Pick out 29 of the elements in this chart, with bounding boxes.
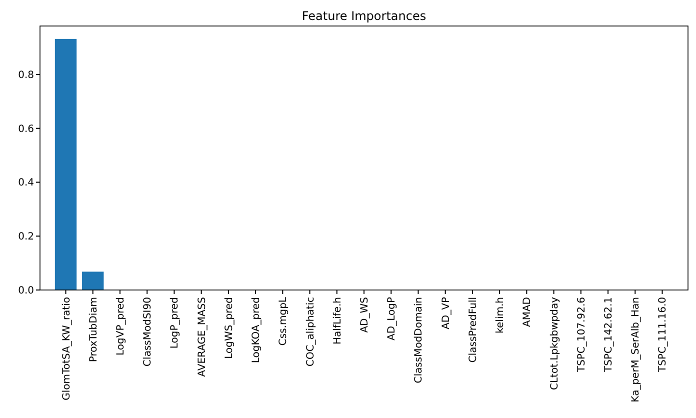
y-tick-label: 0.4 bbox=[18, 178, 34, 189]
x-tick-label: Css.mgpL bbox=[278, 296, 290, 346]
x-tick-label: TSPC_107.92.6 bbox=[576, 297, 588, 373]
x-tick-label: AMAD bbox=[522, 296, 534, 328]
x-tick-label: ClassPredFull bbox=[468, 297, 479, 363]
x-tick-label: kelim.h bbox=[495, 297, 506, 334]
y-tick-label: 0.8 bbox=[18, 70, 34, 81]
x-tick-label: LogWS_pred bbox=[224, 297, 235, 359]
x-tick-label: ClassModDomain bbox=[414, 297, 425, 384]
x-tick-label: Ka_perM_SerAlb_Han bbox=[630, 297, 642, 402]
y-tick-label: 0.0 bbox=[18, 286, 34, 296]
x-tick-label: GlomTotSA_KW_ratio bbox=[61, 297, 72, 400]
chart-title: Feature Importances bbox=[302, 9, 426, 23]
x-tick-label: ClassModSI90 bbox=[142, 297, 154, 366]
x-tick-label: LogKOA_pred bbox=[251, 297, 262, 364]
x-tick-label: LogVP_pred bbox=[115, 297, 126, 356]
x-tick-label: AD_VP bbox=[440, 297, 452, 330]
x-tick-label: HalfLife.h bbox=[332, 297, 344, 344]
x-tick-label: ProxTubDiam bbox=[88, 297, 100, 362]
x-tick-label: TSPC_111.16.0 bbox=[658, 297, 669, 373]
x-tick-label: AD_LogP bbox=[386, 297, 398, 340]
x-tick-label: AD_WS bbox=[360, 297, 370, 333]
y-tick-label: 0.6 bbox=[18, 124, 34, 135]
x-tick-label: TSPC_142.62.1 bbox=[604, 297, 615, 373]
y-tick-label: 0.2 bbox=[18, 232, 34, 243]
x-tick-label: COC_aliphatic bbox=[305, 297, 316, 367]
x-tick-label: AVERAGE_MASS bbox=[196, 297, 208, 377]
x-tick-label: CLtot.Lpkgbwpday bbox=[549, 296, 560, 390]
x-tick-label: LogP_pred bbox=[170, 297, 181, 349]
